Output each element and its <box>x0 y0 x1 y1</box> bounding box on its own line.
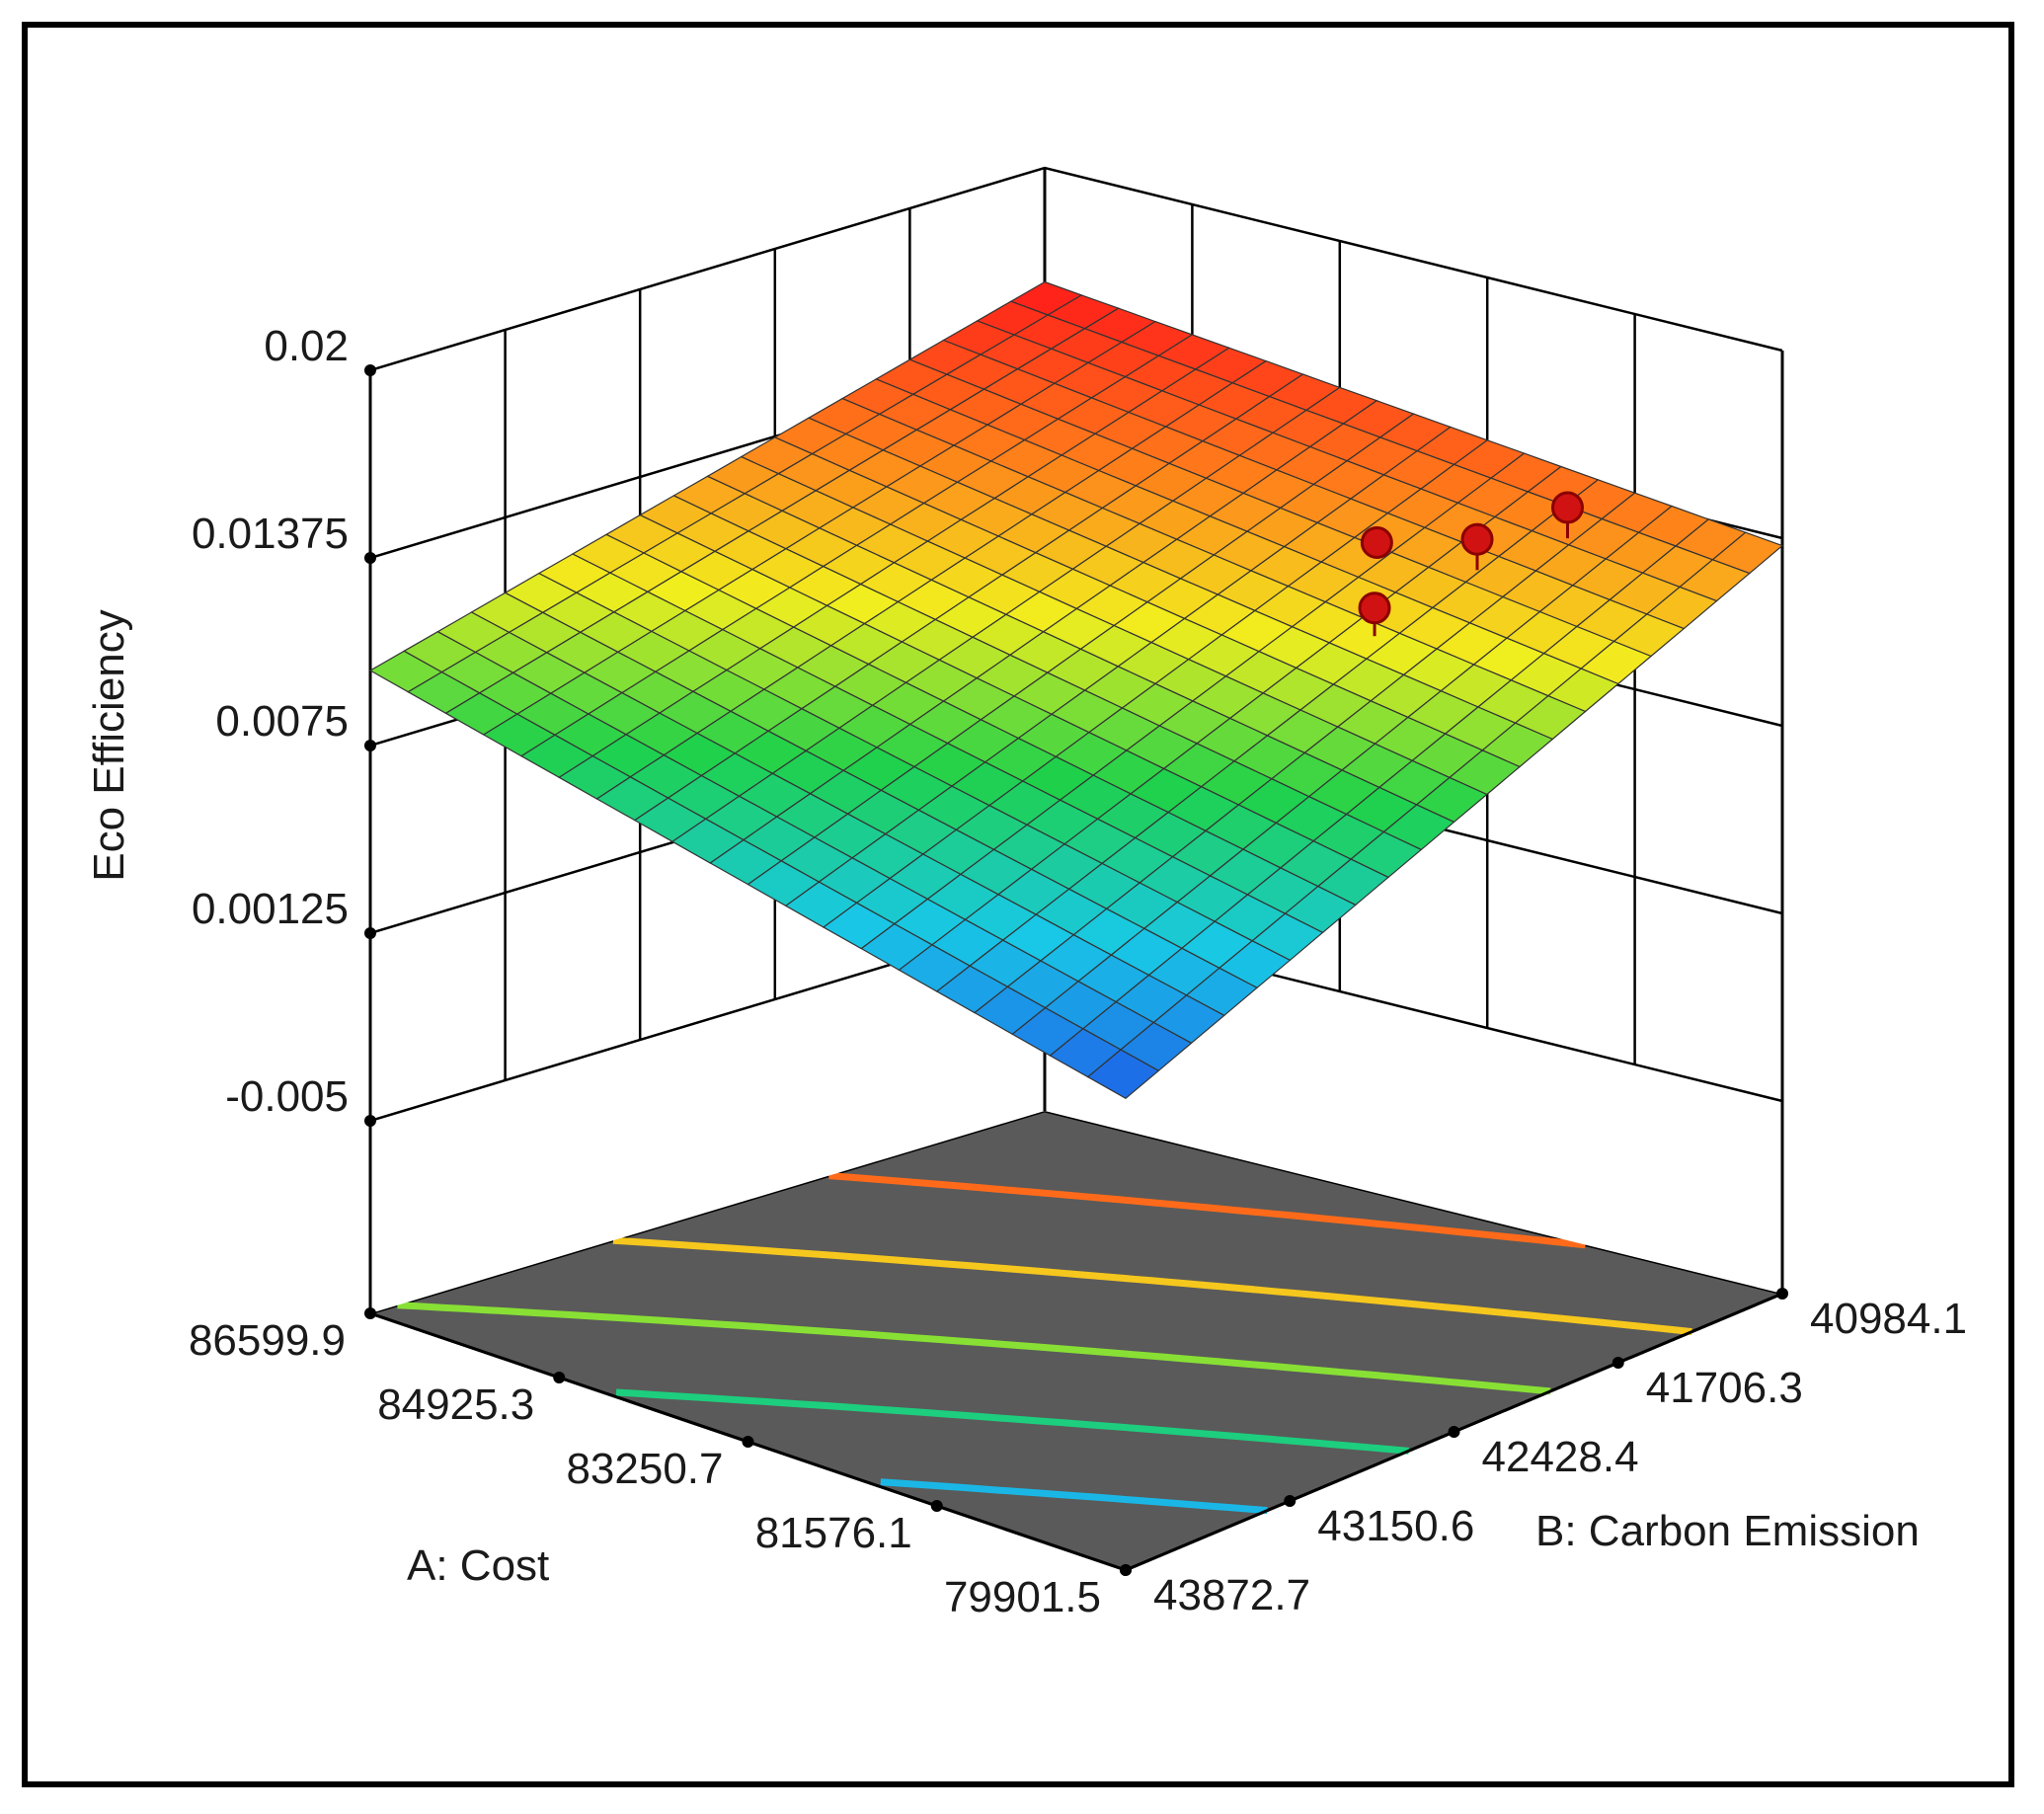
z-tick-label: 0.01375 <box>192 510 349 558</box>
response-surface <box>368 280 1784 1100</box>
z-tick-label: -0.005 <box>225 1072 349 1121</box>
y-tick-label: 43150.6 <box>1317 1502 1474 1550</box>
z-tick-mark <box>364 1115 376 1127</box>
floor-contour-line <box>880 1478 1268 1515</box>
design-point <box>1358 592 1391 625</box>
x-tick-label: 83250.7 <box>566 1445 723 1493</box>
x-tick-mark <box>553 1372 566 1383</box>
y-tick-mark <box>1448 1426 1460 1438</box>
z-axis-label: Eco Efficiency <box>85 609 133 882</box>
z-tick-mark <box>364 364 376 376</box>
y-tick-mark <box>1284 1495 1297 1507</box>
x-tick-label: 86599.9 <box>189 1316 346 1365</box>
tick-marks <box>364 364 1788 1576</box>
x-tick-mark <box>930 1500 943 1512</box>
y-tick-label: 42428.4 <box>1482 1433 1639 1481</box>
y-tick-label: 40984.1 <box>1810 1295 1967 1343</box>
z-tick-mark <box>364 740 376 751</box>
floor-contour-line <box>828 1172 1586 1249</box>
y-tick-mark <box>1612 1357 1624 1369</box>
x-axis-label: A: Cost <box>407 1541 549 1590</box>
x-tick-mark <box>742 1436 754 1448</box>
y-axis-label: B: Carbon Emission <box>1535 1507 1920 1555</box>
z-tick-mark <box>364 552 376 564</box>
y-tick-label: 41706.3 <box>1646 1364 1803 1412</box>
y-tick-mark <box>1776 1288 1788 1300</box>
floor-contour-line <box>615 1388 1410 1455</box>
z-tick-label: 0.00125 <box>192 885 349 933</box>
z-tick-label: 0.02 <box>264 322 349 370</box>
surface-cell <box>1086 1049 1160 1100</box>
design-point <box>1550 491 1584 524</box>
x-tick-label: 81576.1 <box>755 1509 912 1557</box>
design-point <box>1360 525 1393 559</box>
x-tick-label: 79901.5 <box>944 1573 1101 1621</box>
design-point <box>1460 522 1494 556</box>
y-tick-label: 43872.7 <box>1153 1571 1310 1619</box>
floor-contour-line <box>397 1301 1551 1395</box>
x-tick-mark <box>364 1307 376 1319</box>
points-above-surface <box>1358 491 1584 637</box>
x-tick-label: 84925.3 <box>377 1380 534 1429</box>
floor-plane <box>365 1109 1787 1572</box>
z-tick-mark <box>364 927 376 939</box>
z-tick-label: 0.0075 <box>215 697 349 746</box>
y-tick-mark <box>1120 1564 1132 1576</box>
floor-contour-line <box>612 1236 1692 1336</box>
